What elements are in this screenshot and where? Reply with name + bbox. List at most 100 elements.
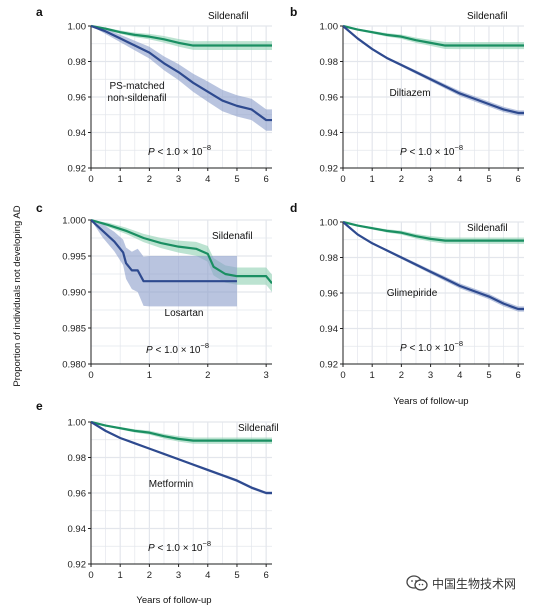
panel-label: a [36, 5, 43, 19]
x-tick-label: 3 [428, 174, 433, 185]
panel-label: e [36, 399, 43, 413]
x-tick-label: 1 [370, 370, 375, 381]
band-sildenafil [91, 422, 272, 444]
x-tick-label: 4 [457, 370, 462, 381]
x-tick-label: 2 [399, 370, 404, 381]
y-tick-label: 1.00 [320, 22, 339, 33]
line-comparator [91, 24, 272, 122]
y-tick-label: 0.980 [62, 360, 86, 371]
x-tick-label: 1 [147, 370, 152, 381]
x-tick-label: 0 [88, 370, 93, 381]
x-tick-label: 2 [205, 370, 210, 381]
panel-label: b [290, 5, 297, 19]
x-tick-label: 2 [147, 570, 152, 581]
panel-d: 0 1 2 3 4 5 6 0.92 0.94 0.96 0.98 1.00 d Sildenafil Gl… [290, 201, 524, 407]
band-sildenafil [343, 26, 524, 50]
p-value: P < 1.0 × 10−8 [400, 143, 463, 158]
y-tick-label: 0.92 [320, 164, 339, 175]
comparator-label: Glimepiride [387, 288, 438, 299]
line-sildenafil [343, 24, 524, 47]
x-tick-label: 2 [147, 174, 152, 185]
y-tick-label: 0.96 [68, 93, 87, 104]
x-tick-label: 5 [234, 570, 239, 581]
x-tick-label: 5 [486, 174, 491, 185]
x-tick-label: 4 [205, 174, 210, 185]
x-tick-label: 3 [428, 370, 433, 381]
x-tick-label: 6 [264, 570, 269, 581]
line-comparator [343, 221, 524, 311]
x-tick-label: 0 [88, 174, 93, 185]
line-sildenafil [343, 220, 524, 242]
comparator-label: PS-matched non-sildenafil [108, 81, 167, 104]
line-sildenafil [91, 24, 272, 47]
sildenafil-label: Sildenafil [238, 423, 279, 434]
line-comparator [91, 219, 237, 283]
x-tick-label: 3 [264, 370, 269, 381]
line-sildenafil [91, 420, 272, 442]
y-tick-label: 0.92 [320, 360, 339, 371]
y-tick-label: 0.92 [68, 560, 87, 571]
panel-label: d [290, 201, 297, 215]
y-tick-label: 0.94 [68, 524, 87, 535]
x-tick-label: 5 [486, 370, 491, 381]
band-sildenafil [343, 222, 524, 244]
series-group [91, 218, 272, 307]
sildenafil-label: Sildenafil [467, 11, 508, 22]
x-tick-label: 6 [516, 370, 521, 381]
x-tick-label: 3 [176, 570, 181, 581]
p-value: P < 1.0 × 10−8 [400, 339, 463, 354]
y-tick-label: 0.98 [320, 253, 339, 264]
band-comparator [343, 222, 524, 312]
sildenafil-label: Sildenafil [212, 231, 253, 242]
x-tick-label: 0 [340, 174, 345, 185]
x-tick-label: 1 [118, 570, 123, 581]
band-comparator [91, 26, 272, 131]
band-comparator [91, 220, 237, 307]
y-tick-label: 0.990 [62, 288, 86, 299]
y-tick-label: 0.98 [320, 57, 339, 68]
y-tick-label: 0.92 [68, 164, 87, 175]
y-tick-label: 0.96 [68, 489, 87, 500]
panel-c: 0 1 2 3 0.980 0.985 0.990 0.995 1.000 c Sildenafil… [36, 201, 272, 381]
x-tick-label: 1 [118, 174, 123, 185]
watermark: 中国生物技术网 [406, 574, 516, 592]
y-tick-label: 1.00 [68, 22, 87, 33]
y-tick-label: 0.98 [68, 57, 87, 68]
comparator-label: Diltiazem [389, 88, 430, 99]
x-tick-label: 6 [264, 174, 269, 185]
x-tick-label: 6 [516, 174, 521, 185]
series-group [343, 24, 524, 116]
series-group [91, 420, 272, 495]
comparator-label: Losartan [165, 308, 204, 319]
y-tick-label: 0.94 [320, 128, 339, 139]
x-tick-label: 4 [205, 570, 210, 581]
y-tick-label: 0.94 [320, 324, 339, 335]
sildenafil-label: Sildenafil [467, 223, 508, 234]
p-value: P < 1.0 × 10−8 [146, 341, 209, 356]
y-tick-label: 1.000 [62, 216, 86, 227]
y-tick-label: 0.98 [68, 453, 87, 464]
x-tick-label: 2 [399, 174, 404, 185]
x-tick-label: 1 [370, 174, 375, 185]
y-tick-label: 0.96 [320, 93, 339, 104]
x-tick-label: 5 [234, 174, 239, 185]
y-tick-label: 0.985 [62, 324, 86, 335]
x-tick-label: 3 [176, 174, 181, 185]
comparator-label: Metformin [149, 479, 193, 490]
p-value: P < 1.0 × 10−8 [148, 143, 211, 158]
panel-label: c [36, 201, 43, 215]
p-value: P < 1.0 × 10−8 [148, 539, 211, 554]
x-tick-label: 4 [457, 174, 462, 185]
y-tick-label: 1.00 [320, 218, 339, 229]
x-tick-label: 0 [88, 570, 93, 581]
x-axis-label: Years of follow-up [136, 595, 211, 606]
watermark-text: 中国生物技术网 [432, 576, 517, 591]
line-comparator [91, 421, 272, 495]
panel-e: 0 1 2 3 4 5 6 0.92 0.94 0.96 0.98 1.00 e Sildenafil Me… [36, 399, 279, 606]
band-sildenafil [91, 26, 272, 50]
y-tick-label: 0.995 [62, 252, 86, 263]
y-axis-label: Proportion of individuals not developing… [12, 205, 23, 386]
panel-a: 0 1 2 3 4 5 6 0.92 0.94 0.96 0.98 1.00 a Sildenafil PS… [36, 5, 272, 185]
sildenafil-label: Sildenafil [208, 11, 249, 22]
